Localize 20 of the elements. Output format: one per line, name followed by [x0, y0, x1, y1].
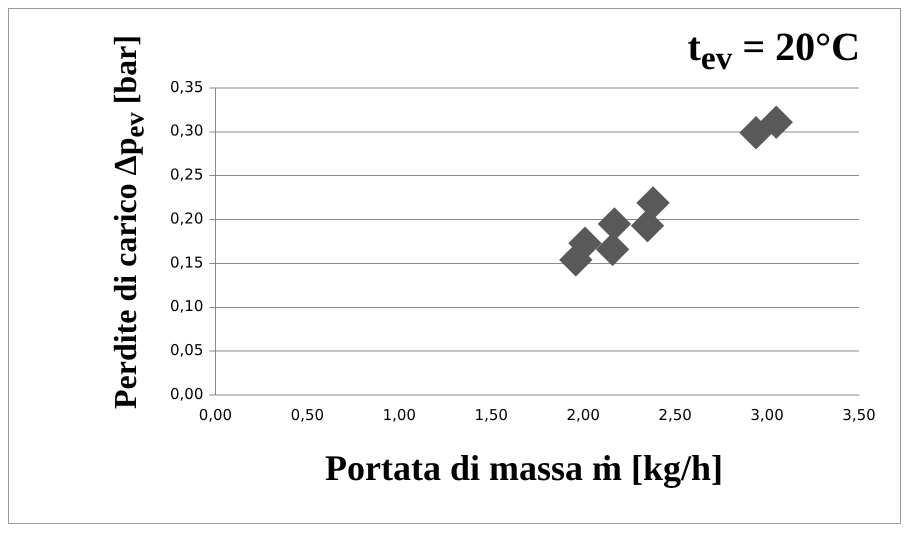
y-tick-label: 0,15: [170, 253, 204, 272]
x-tick-label: 3,00: [750, 406, 784, 424]
x-tick-label: 1,50: [474, 406, 508, 424]
y-tick-label: 0,25: [170, 166, 204, 184]
x-tick-label: 3,50: [842, 406, 876, 424]
x-axis-title: Portata di massa ṁ [kg/h]: [324, 447, 724, 489]
x-tick-label: 1,00: [382, 406, 416, 424]
x-tick-label: 0,50: [290, 406, 324, 424]
x-tick-label: 2,50: [658, 406, 692, 424]
y-tick-label: 0,30: [170, 122, 204, 140]
y-tick-label: 0,05: [170, 341, 204, 360]
x-tick-label: 2,00: [566, 406, 600, 424]
x-tick-label: 0,00: [198, 406, 232, 424]
chart-title: t$_{ev}$ = 20°C: [688, 23, 860, 78]
point: [740, 116, 773, 150]
y-tick-label: 0,20: [170, 209, 204, 228]
y-tick-label: 0,35: [170, 78, 204, 96]
point: [760, 106, 793, 139]
y-tick-label: 0,00: [170, 384, 204, 403]
y-tick-label: 0,10: [170, 297, 204, 316]
